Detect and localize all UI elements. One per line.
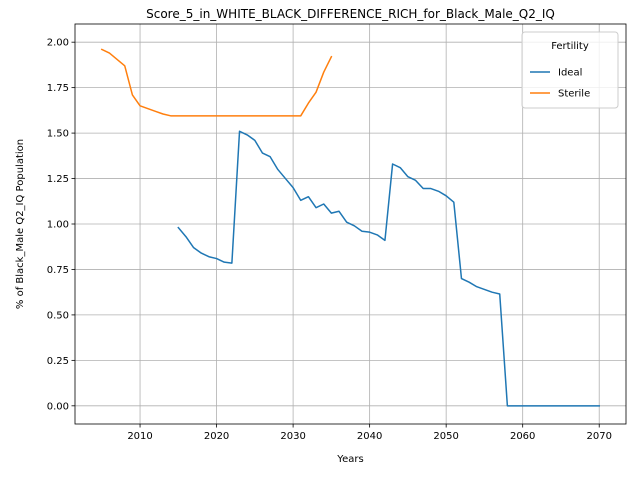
- x-tick-label: 2020: [204, 431, 229, 442]
- legend-entries: Ideal Sterile: [530, 68, 590, 100]
- x-tick-label: 2070: [586, 431, 611, 442]
- x-tick-label: 2010: [127, 431, 152, 442]
- chart-title: Score_5_in_WHITE_BLACK_DIFFERENCE_RICH_f…: [146, 7, 555, 21]
- y-tick-label: 0.50: [47, 310, 69, 321]
- series-line-ideal: [177, 130, 600, 407]
- legend-label-ideal: Ideal: [558, 68, 582, 79]
- legend-label-sterile: Sterile: [558, 89, 590, 100]
- y-tick-label: 0.25: [47, 356, 69, 367]
- y-tick-label: 1.00: [47, 220, 69, 231]
- legend: Fertility Ideal Sterile: [521, 31, 619, 109]
- x-tick-label: 2060: [510, 431, 535, 442]
- series-layer: [100, 48, 600, 407]
- y-tick-label: 1.50: [47, 129, 69, 140]
- legend-title: Fertility: [551, 41, 589, 52]
- y-axis-ticks: 0.00 0.25 0.50 0.75 1.00 1.25 1.50 1.75 2.00: [47, 38, 75, 412]
- y-axis-label: % of Black_Male Q2_IQ Population: [15, 139, 26, 309]
- legend-box: [521, 31, 619, 109]
- y-tick-label: 0.75: [47, 265, 69, 276]
- x-axis-ticks: 2010 2020 2030 2040 2050 2060 2070: [127, 424, 612, 442]
- x-tick-label: 2050: [433, 431, 458, 442]
- y-tick-label: 1.75: [47, 83, 69, 94]
- x-tick-label: 2030: [280, 431, 305, 442]
- y-tick-label: 1.25: [47, 174, 69, 185]
- y-tick-label: 2.00: [47, 38, 69, 49]
- grid-lines: [75, 24, 626, 424]
- x-tick-label: 2040: [357, 431, 382, 442]
- x-axis-label: Years: [336, 454, 363, 465]
- series-line-sterile: [100, 48, 333, 117]
- y-tick-label: 0.00: [47, 401, 69, 412]
